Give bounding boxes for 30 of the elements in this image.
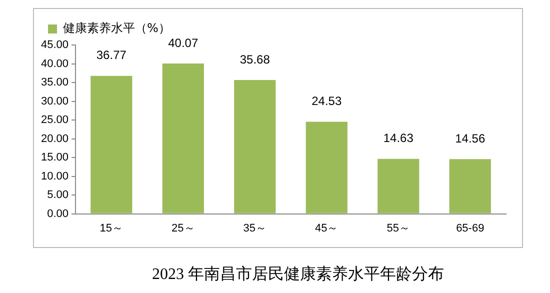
y-tick-label: 0.00 [47,208,69,220]
data-label: 35.68 [240,52,270,66]
data-label: 40.07 [168,36,198,50]
x-tick-label: 65-69 [456,222,484,234]
x-tick-label: 35～ [243,222,267,234]
legend-label: 健康素养水平（%） [63,21,170,36]
data-label: 24.53 [312,94,342,108]
x-tick-label: 55～ [386,222,410,234]
bar [162,63,204,214]
data-label: 14.56 [455,131,486,146]
x-tick-label: 15～ [100,222,124,234]
y-tick-label: 25.00 [40,114,69,126]
bar [90,76,132,214]
y-tick-label: 40.00 [40,58,69,70]
y-tick-label: 30.00 [40,95,69,108]
bar [378,158,420,214]
x-tick-label: 45～ [315,222,338,234]
data-label: 36.77 [96,48,127,62]
y-tick-label: 15.00 [40,152,69,164]
bar [234,80,276,214]
y-tick-label: 5.00 [47,189,69,202]
y-tick-label: 20.00 [40,132,69,145]
data-label: 14.63 [383,131,414,146]
y-tick-label: 35.00 [40,76,69,89]
bar [449,159,491,214]
y-tick-label: 10.00 [40,170,69,182]
y-tick-label: 45.00 [40,39,69,52]
x-tick-label: 25～ [172,222,195,234]
text: 2023 年南昌市居民健康素养水平年龄分布 [151,264,445,285]
bar [306,122,348,214]
